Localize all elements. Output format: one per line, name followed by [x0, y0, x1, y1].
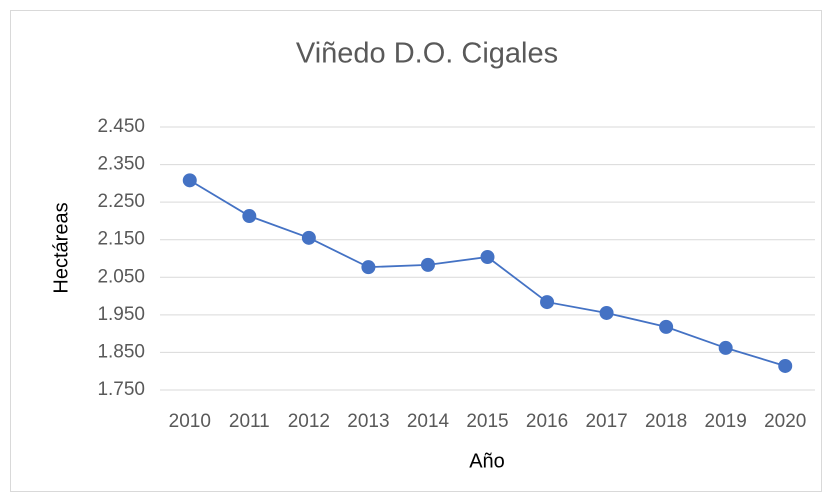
data-point	[540, 295, 555, 310]
y-tick-label: 1.750	[97, 379, 145, 400]
x-tick-label: 2016	[526, 411, 568, 432]
x-tick-label: 2018	[645, 411, 687, 432]
data-point	[480, 249, 495, 264]
data-point	[182, 173, 197, 188]
data-point	[599, 305, 614, 320]
y-tick-label: 2.050	[97, 266, 145, 287]
data-point	[301, 230, 316, 245]
x-tick-label: 2014	[407, 411, 450, 432]
x-tick-label: 2019	[705, 411, 747, 432]
y-tick-label: 2.250	[97, 191, 145, 212]
data-point	[659, 319, 674, 334]
x-tick-label: 2012	[288, 411, 330, 432]
y-tick-label: 1.850	[97, 341, 145, 362]
y-tick-label: 2.350	[97, 154, 145, 175]
x-tick-label: 2013	[347, 411, 389, 432]
x-tick-label: 2015	[466, 411, 508, 432]
y-tick-label: 2.150	[97, 229, 145, 250]
x-tick-label: 2017	[585, 411, 627, 432]
chart-frame	[10, 10, 822, 492]
data-point	[361, 260, 376, 275]
data-point	[242, 209, 257, 224]
y-tick-label: 1.950	[97, 304, 145, 325]
data-point	[718, 340, 733, 355]
x-axis-label: Año	[469, 450, 505, 472]
x-tick-label: 2010	[169, 411, 211, 432]
y-axis-label: Hectáreas	[50, 202, 72, 293]
y-tick-label: 2.450	[97, 116, 145, 137]
data-point	[420, 257, 435, 272]
data-point	[778, 358, 793, 373]
chart-title: Viñedo D.O. Cigales	[296, 38, 558, 70]
x-tick-label: 2020	[764, 411, 806, 432]
x-tick-label: 2011	[229, 411, 270, 432]
